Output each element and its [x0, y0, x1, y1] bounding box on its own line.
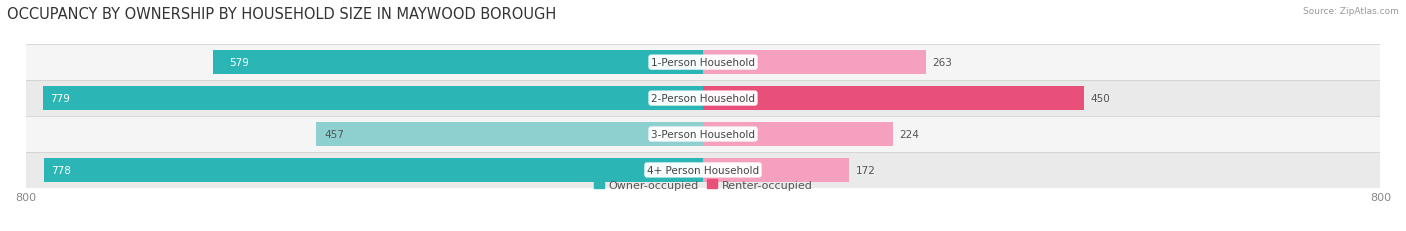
Bar: [25, 152, 1381, 188]
Text: 778: 778: [51, 165, 70, 175]
Bar: [703, 87, 1084, 110]
Text: 172: 172: [855, 165, 876, 175]
Bar: [44, 87, 703, 110]
Bar: [703, 51, 925, 74]
Bar: [316, 123, 703, 146]
Bar: [703, 123, 893, 146]
Text: 457: 457: [325, 129, 344, 139]
Bar: [212, 51, 703, 74]
Text: 1-Person Household: 1-Person Household: [651, 58, 755, 68]
Text: 4+ Person Household: 4+ Person Household: [647, 165, 759, 175]
Text: OCCUPANCY BY OWNERSHIP BY HOUSEHOLD SIZE IN MAYWOOD BOROUGH: OCCUPANCY BY OWNERSHIP BY HOUSEHOLD SIZE…: [7, 7, 557, 22]
Bar: [25, 81, 1381, 116]
Text: 450: 450: [1091, 94, 1111, 104]
Text: 579: 579: [229, 58, 249, 68]
Text: 779: 779: [51, 94, 70, 104]
Bar: [25, 116, 1381, 152]
Bar: [44, 158, 703, 182]
Legend: Owner-occupied, Renter-occupied: Owner-occupied, Renter-occupied: [593, 179, 813, 190]
Text: 263: 263: [932, 58, 952, 68]
Text: Source: ZipAtlas.com: Source: ZipAtlas.com: [1303, 7, 1399, 16]
Bar: [703, 158, 849, 182]
Text: 3-Person Household: 3-Person Household: [651, 129, 755, 139]
Bar: [25, 45, 1381, 81]
Text: 2-Person Household: 2-Person Household: [651, 94, 755, 104]
Text: 224: 224: [900, 129, 920, 139]
